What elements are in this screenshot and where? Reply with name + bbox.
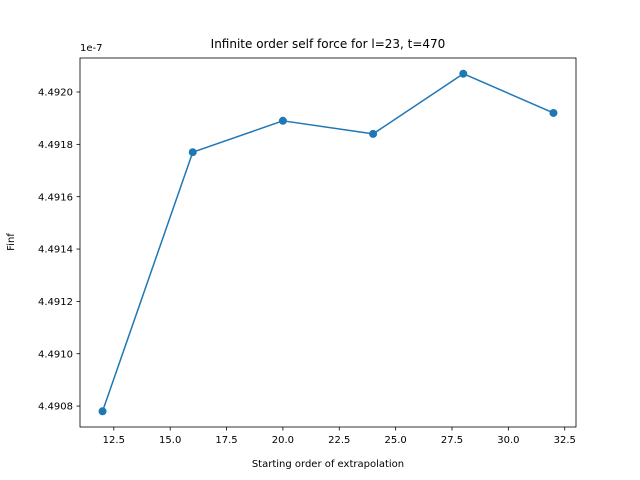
plot-frame <box>79 57 577 428</box>
x-axis-label: Starting order of extrapolation <box>252 459 404 470</box>
x-tick-label: 25.0 <box>385 435 407 446</box>
series-line <box>101 72 554 412</box>
y-tick-label: 4.4916 <box>38 192 73 203</box>
x-tick-label: 15.0 <box>159 435 181 446</box>
data-point-marker <box>278 116 287 125</box>
data-point-marker <box>459 69 468 78</box>
x-axis-ticks: 12.5 15.0 17.5 20.0 22.5 25.0 27.5 30.0 32.5 <box>103 427 576 446</box>
x-tick-label: 32.5 <box>554 435 576 446</box>
x-tick-label: 17.5 <box>215 435 237 446</box>
x-tick-label: 12.5 <box>103 435 125 446</box>
x-tick-label: 30.0 <box>497 435 519 446</box>
y-offset-text: 1e-7 <box>80 43 103 54</box>
y-tick-label: 4.4912 <box>38 297 73 308</box>
data-point-marker <box>98 407 107 416</box>
y-axis-label: Finf <box>6 233 17 251</box>
data-point-marker <box>188 148 197 157</box>
series-layer <box>98 69 558 416</box>
x-tick-label: 22.5 <box>328 435 350 446</box>
y-tick-label: 4.4908 <box>38 402 73 413</box>
chart-title: Infinite order self force for l=23, t=47… <box>211 37 446 51</box>
x-tick-label: 27.5 <box>441 435 463 446</box>
data-point-marker <box>549 108 558 117</box>
y-axis-ticks: 4.4908 4.4910 4.4912 4.4914 4.4916 4.4918 4.49… <box>38 88 80 413</box>
y-tick-label: 4.4910 <box>38 349 73 360</box>
y-tick-label: 4.4918 <box>38 140 73 151</box>
x-tick-label: 20.0 <box>272 435 294 446</box>
data-point-marker <box>369 129 378 138</box>
y-tick-label: 4.4914 <box>38 245 73 256</box>
y-tick-label: 4.4920 <box>38 88 73 99</box>
